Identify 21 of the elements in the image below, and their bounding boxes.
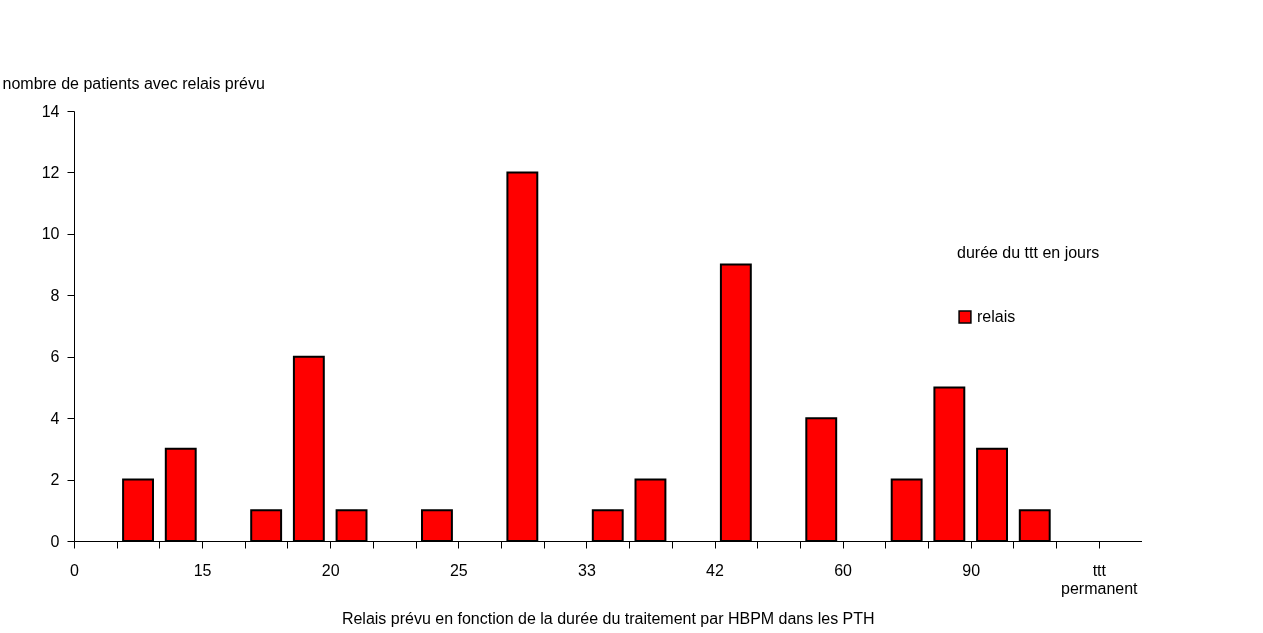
y-tick-label: 12 [41,163,60,181]
legend-title: durée du ttt en jours [957,244,1100,261]
y-tick-label: 4 [50,409,60,427]
legend-label: relais [977,308,1016,325]
y-tick-label: 2 [50,471,60,489]
x-tick-label: 20 [321,561,340,579]
y-tick-label: 14 [41,102,60,120]
y-tick-label: 10 [41,225,60,243]
x-tick-label: 25 [449,561,468,579]
x-tick-label: 33 [578,561,596,579]
x-tick-label: 15 [193,561,212,579]
x-tick-label: 60 [834,561,853,579]
y-tick-label: 8 [50,286,60,304]
y-tick-label: 6 [50,348,60,366]
x-tick-label: 42 [706,561,724,579]
y-tick-label: 0 [50,532,60,550]
y-axis-title: nombre de patients avec relais prévu [2,74,265,92]
x-tick-label: 0 [70,561,80,579]
x-tick-label: 90 [962,561,981,579]
x-axis-title: Relais prévu en fonction de la durée du traitement par HBPM dans les PTH [341,609,875,627]
x-tick-label: ttt permanent [1061,561,1139,597]
